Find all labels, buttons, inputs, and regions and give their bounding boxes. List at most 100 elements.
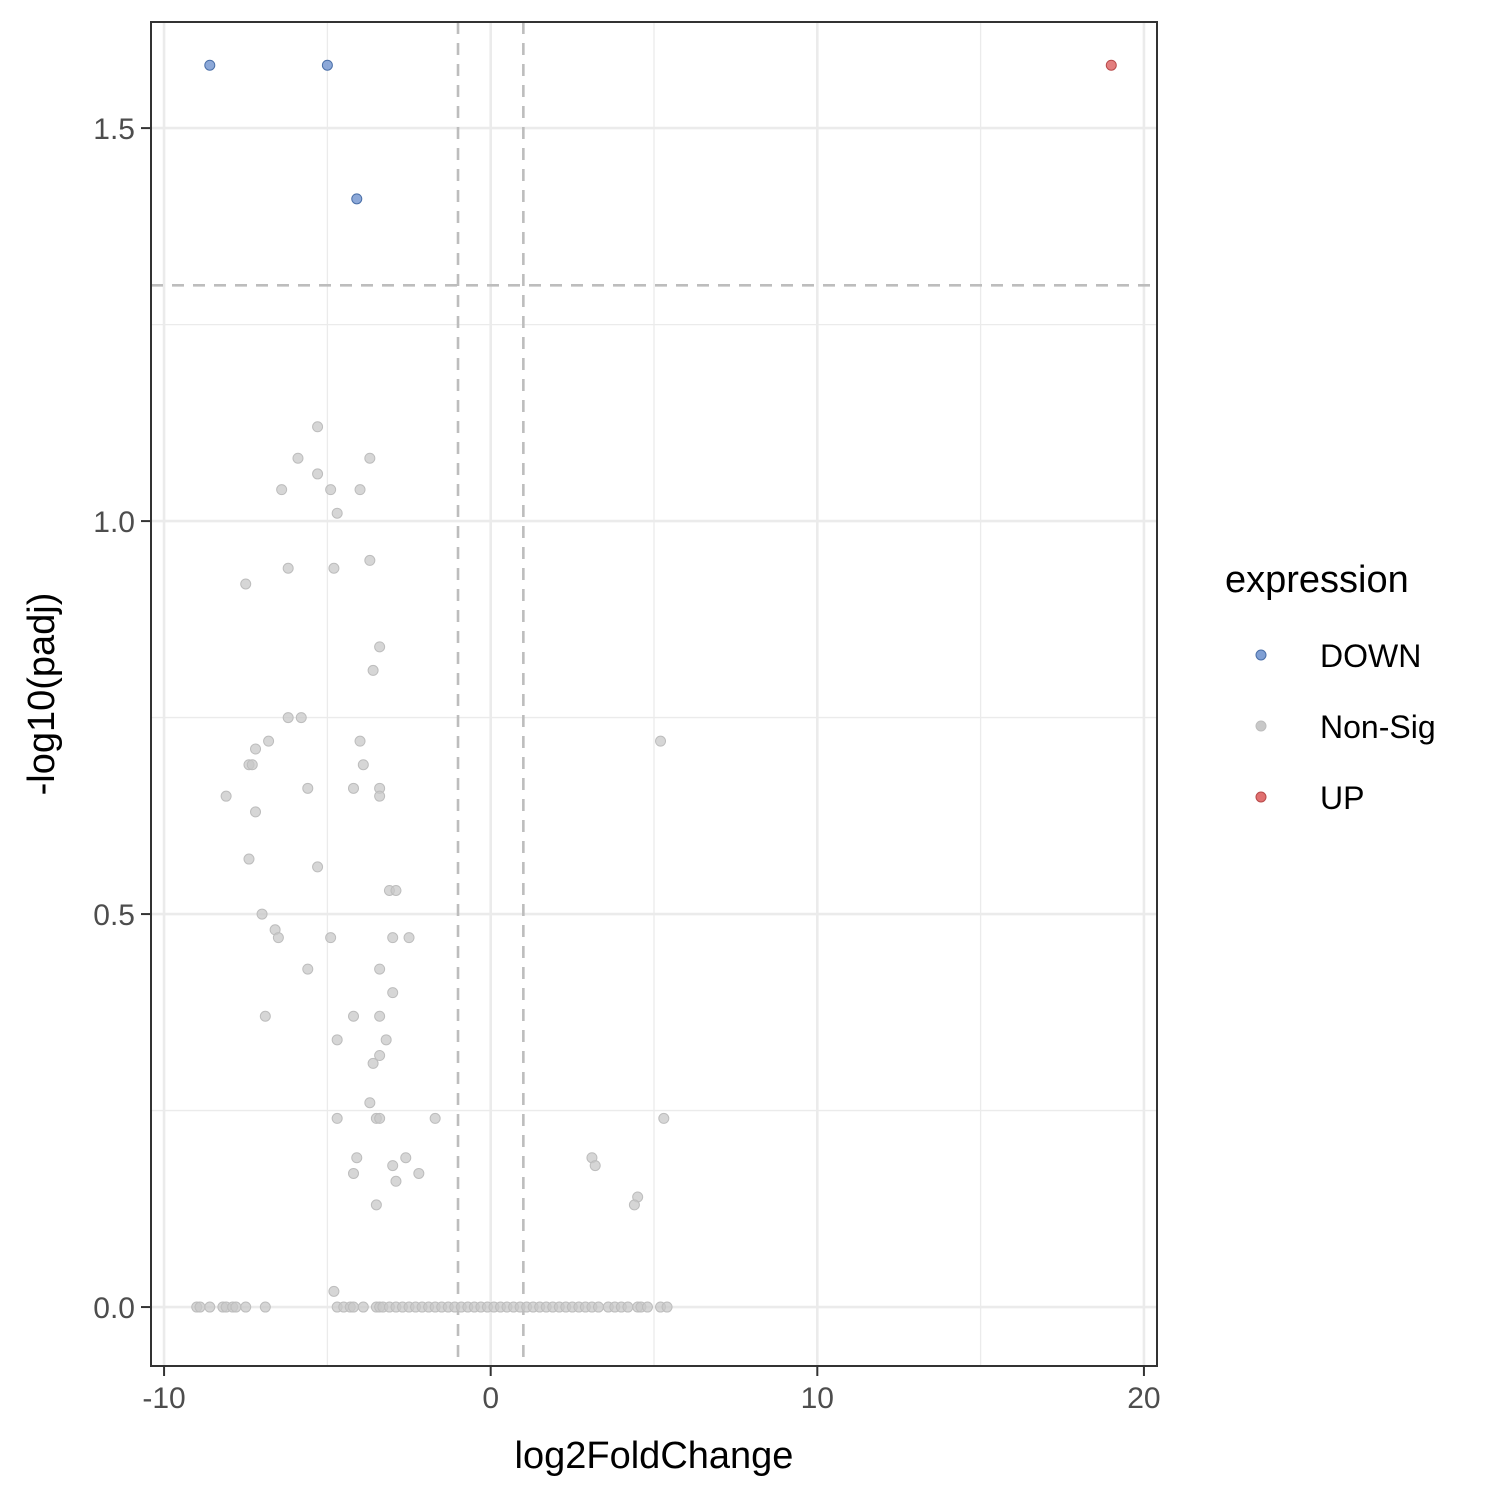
- point-non-sig: [302, 782, 314, 794]
- point-down: [351, 193, 363, 205]
- point-non-sig: [364, 554, 376, 566]
- point-non-sig: [331, 507, 343, 519]
- point-non-sig: [256, 908, 268, 920]
- legend-title: expression: [1225, 559, 1409, 601]
- point-non-sig: [240, 578, 252, 590]
- minor-gridlines: [151, 22, 1157, 1366]
- point-non-sig: [400, 1152, 412, 1164]
- point-non-sig: [230, 1301, 242, 1313]
- point-non-sig: [292, 452, 304, 464]
- point-non-sig: [250, 806, 262, 818]
- threshold-lines: [151, 22, 1157, 1366]
- point-non-sig: [367, 1057, 379, 1069]
- point-non-sig: [374, 1112, 386, 1124]
- legend-label-non-sig: Non-Sig: [1320, 709, 1436, 745]
- point-non-sig: [592, 1301, 604, 1313]
- point-non-sig: [328, 562, 340, 574]
- point-non-sig: [325, 932, 337, 944]
- point-non-sig: [589, 1160, 601, 1172]
- point-non-sig: [220, 790, 232, 802]
- point-non-sig: [204, 1301, 216, 1313]
- major-gridlines: [151, 22, 1157, 1366]
- point-non-sig: [364, 452, 376, 464]
- point-non-sig: [272, 932, 284, 944]
- point-non-sig: [351, 1152, 363, 1164]
- point-non-sig: [302, 963, 314, 975]
- point-non-sig: [194, 1301, 206, 1313]
- y-axis: 0.0 0.5 1.0 1.5: [93, 113, 151, 1325]
- point-non-sig: [367, 664, 379, 676]
- x-tick-label: 0: [482, 1382, 499, 1415]
- point-non-sig: [348, 1167, 360, 1179]
- point-non-sig: [331, 1034, 343, 1046]
- point-non-sig: [374, 1010, 386, 1022]
- point-non-sig: [250, 743, 262, 755]
- point-non-sig: [348, 782, 360, 794]
- y-tick-label: 0.0: [93, 1292, 135, 1325]
- point-non-sig: [403, 932, 415, 944]
- point-non-sig: [641, 1301, 653, 1313]
- point-non-sig: [312, 861, 324, 873]
- x-axis: -10 0 10 20: [142, 1366, 1161, 1415]
- x-tick-label: 10: [801, 1382, 834, 1415]
- point-non-sig: [622, 1301, 634, 1313]
- point-non-sig: [276, 484, 288, 496]
- point-non-sig: [348, 1301, 360, 1313]
- point-non-sig: [295, 712, 307, 724]
- legend-key-down: [1255, 649, 1267, 661]
- point-non-sig: [374, 1050, 386, 1062]
- y-tick-label: 1.5: [93, 113, 135, 146]
- point-non-sig: [282, 562, 294, 574]
- point-non-sig: [370, 1199, 382, 1211]
- point-non-sig: [312, 468, 324, 480]
- point-non-sig: [380, 1034, 392, 1046]
- legend-items: DOWN Non-Sig UP: [1255, 638, 1436, 816]
- point-non-sig: [429, 1112, 441, 1124]
- legend-key-up: [1255, 791, 1267, 803]
- point-non-sig: [331, 1112, 343, 1124]
- point-non-sig: [328, 1285, 340, 1297]
- point-non-sig: [325, 484, 337, 496]
- point-non-sig: [387, 1160, 399, 1172]
- point-non-sig: [628, 1199, 640, 1211]
- point-down: [204, 59, 216, 71]
- point-non-sig: [387, 932, 399, 944]
- point-non-sig: [354, 735, 366, 747]
- point-non-sig: [413, 1167, 425, 1179]
- point-non-sig: [312, 421, 324, 433]
- legend-label-down: DOWN: [1320, 638, 1421, 674]
- legend-key-non-sig: [1255, 720, 1267, 732]
- point-non-sig: [390, 1175, 402, 1187]
- point-non-sig: [661, 1301, 673, 1313]
- point-non-sig: [357, 759, 369, 771]
- x-tick-label: 20: [1127, 1382, 1160, 1415]
- data-points: [191, 59, 1117, 1313]
- x-tick-label: -10: [142, 1382, 185, 1415]
- point-non-sig: [246, 759, 258, 771]
- point-non-sig: [259, 1010, 271, 1022]
- point-down: [321, 59, 333, 71]
- point-non-sig: [348, 1010, 360, 1022]
- y-axis-title: -log10(padj): [21, 593, 63, 796]
- legend: expression DOWN Non-Sig UP: [1225, 559, 1436, 816]
- point-non-sig: [655, 735, 667, 747]
- point-non-sig: [282, 712, 294, 724]
- plot-border: [150, 21, 1158, 1367]
- point-non-sig: [374, 790, 386, 802]
- legend-label-up: UP: [1320, 780, 1364, 816]
- point-non-sig: [390, 884, 402, 896]
- y-tick-label: 1.0: [93, 506, 135, 539]
- y-tick-label: 0.5: [93, 899, 135, 932]
- point-non-sig: [240, 1301, 252, 1313]
- point-non-sig: [259, 1301, 271, 1313]
- point-non-sig: [364, 1097, 376, 1109]
- point-non-sig: [357, 1301, 369, 1313]
- point-non-sig: [354, 484, 366, 496]
- point-non-sig: [243, 853, 255, 865]
- point-non-sig: [263, 735, 275, 747]
- point-up: [1105, 59, 1117, 71]
- point-non-sig: [374, 641, 386, 653]
- x-axis-title: log2FoldChange: [515, 1435, 794, 1477]
- point-non-sig: [374, 963, 386, 975]
